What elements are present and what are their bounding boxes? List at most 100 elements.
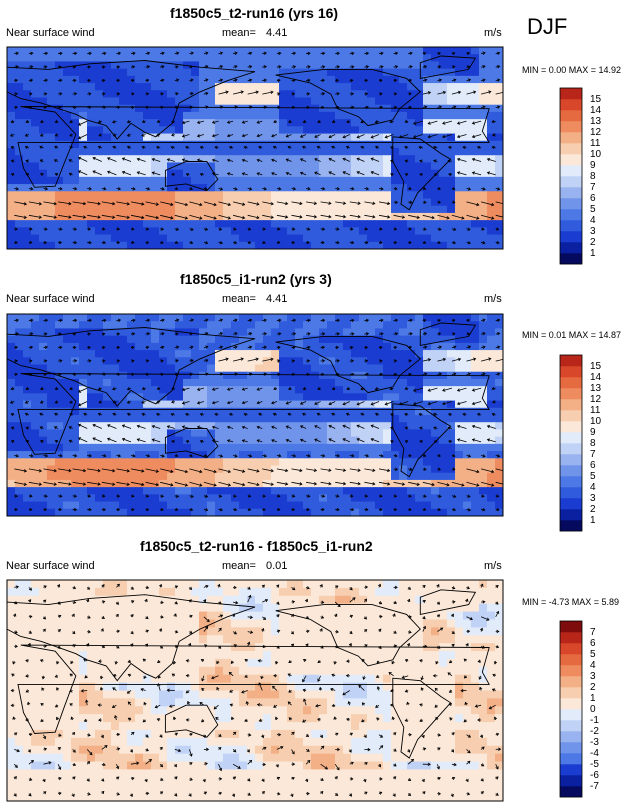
wind-vector-head — [277, 227, 281, 231]
map-cell — [423, 140, 432, 149]
map-cell — [239, 97, 248, 106]
map-cell — [343, 212, 352, 221]
wind-vector-head — [54, 386, 58, 391]
map-cell — [335, 176, 344, 185]
map-cell — [311, 227, 320, 236]
map-cell — [79, 393, 88, 402]
map-cell — [415, 350, 424, 358]
map-cell — [7, 54, 16, 63]
map-cell — [335, 227, 344, 236]
map-cell — [359, 335, 368, 344]
map-cell — [175, 90, 184, 99]
map-cell — [47, 371, 56, 380]
wind-vector-head — [160, 240, 164, 245]
wind-vector-head — [336, 372, 340, 377]
map-cell — [311, 241, 320, 249]
map-cell — [359, 184, 368, 192]
map-cell — [47, 342, 56, 351]
map-cell — [135, 458, 144, 467]
map-cell — [79, 140, 88, 149]
map-cell — [167, 133, 176, 142]
map-cell — [47, 104, 56, 113]
coastline — [7, 327, 256, 407]
map-cell — [463, 126, 472, 135]
wind-vector-head — [409, 51, 413, 55]
map-cell — [15, 314, 24, 322]
map-cell — [255, 140, 264, 149]
map-cell — [23, 357, 32, 366]
map-cell — [167, 241, 176, 249]
map-cell — [103, 342, 112, 351]
map-cell — [399, 61, 408, 70]
wind-vector-head — [189, 372, 194, 376]
map-cell — [255, 162, 264, 171]
map-cell — [7, 198, 16, 207]
map-cell — [295, 407, 304, 416]
map-cell — [175, 407, 184, 416]
map-cell — [191, 328, 200, 337]
map-cell — [39, 350, 48, 358]
map-cell — [247, 371, 256, 380]
map-cell — [495, 386, 503, 394]
map-cell — [47, 83, 56, 91]
map-cell — [399, 205, 408, 214]
map-cell — [471, 501, 480, 510]
map-cell — [111, 220, 120, 228]
map-cell — [239, 371, 248, 380]
map-cell — [311, 75, 320, 84]
map-cell — [367, 321, 376, 330]
wind-vector — [212, 120, 219, 124]
map-cell — [167, 54, 176, 63]
map-cell — [159, 407, 168, 416]
map-cell — [431, 386, 440, 394]
map-cell — [95, 487, 104, 495]
wind-vector-head — [448, 172, 452, 177]
map-cell — [343, 422, 352, 431]
map-cell — [471, 61, 480, 70]
map-cell — [471, 126, 480, 135]
map-cell — [175, 234, 184, 243]
map-cell — [199, 451, 208, 459]
map-cell — [439, 140, 448, 149]
map-cell — [319, 227, 328, 236]
wind-vector-head — [307, 51, 311, 56]
wind-vector-head — [285, 172, 289, 176]
wind-vector-head — [170, 216, 174, 220]
map-cell — [471, 68, 480, 77]
map-cell — [327, 104, 336, 113]
map-cell — [207, 220, 216, 228]
map-cell — [159, 314, 168, 322]
wind-vector-head — [146, 65, 151, 69]
map-cell — [415, 328, 424, 337]
map-cell — [415, 335, 424, 344]
wind-vector-head — [175, 345, 180, 349]
map-cell — [199, 227, 208, 236]
map-cell — [39, 501, 48, 510]
map-cell — [103, 335, 112, 344]
map-cell — [247, 220, 256, 228]
wind-vector-head — [131, 359, 135, 363]
map-cell — [335, 83, 344, 91]
wind-vector-head — [189, 187, 194, 191]
map-cell — [191, 422, 200, 431]
map-cell — [143, 350, 152, 358]
map-cell — [295, 415, 304, 423]
map-cell — [223, 400, 232, 409]
map-cell — [135, 198, 144, 207]
wind-vector-head — [102, 332, 106, 336]
map-cell — [391, 314, 400, 322]
map-cell — [39, 184, 48, 192]
map-cell — [47, 436, 56, 445]
wind-vector-head — [442, 134, 446, 139]
wind-vector-head — [59, 92, 63, 96]
map-cell — [167, 508, 176, 516]
map-cell — [151, 220, 160, 228]
map-cell — [39, 126, 48, 135]
wind-vector-head — [277, 345, 281, 350]
map-cell — [431, 357, 440, 366]
map-cell — [71, 350, 80, 358]
map-cell — [111, 68, 120, 77]
map-cell — [31, 487, 40, 495]
map-cell — [183, 198, 192, 207]
map-cell — [303, 162, 312, 171]
